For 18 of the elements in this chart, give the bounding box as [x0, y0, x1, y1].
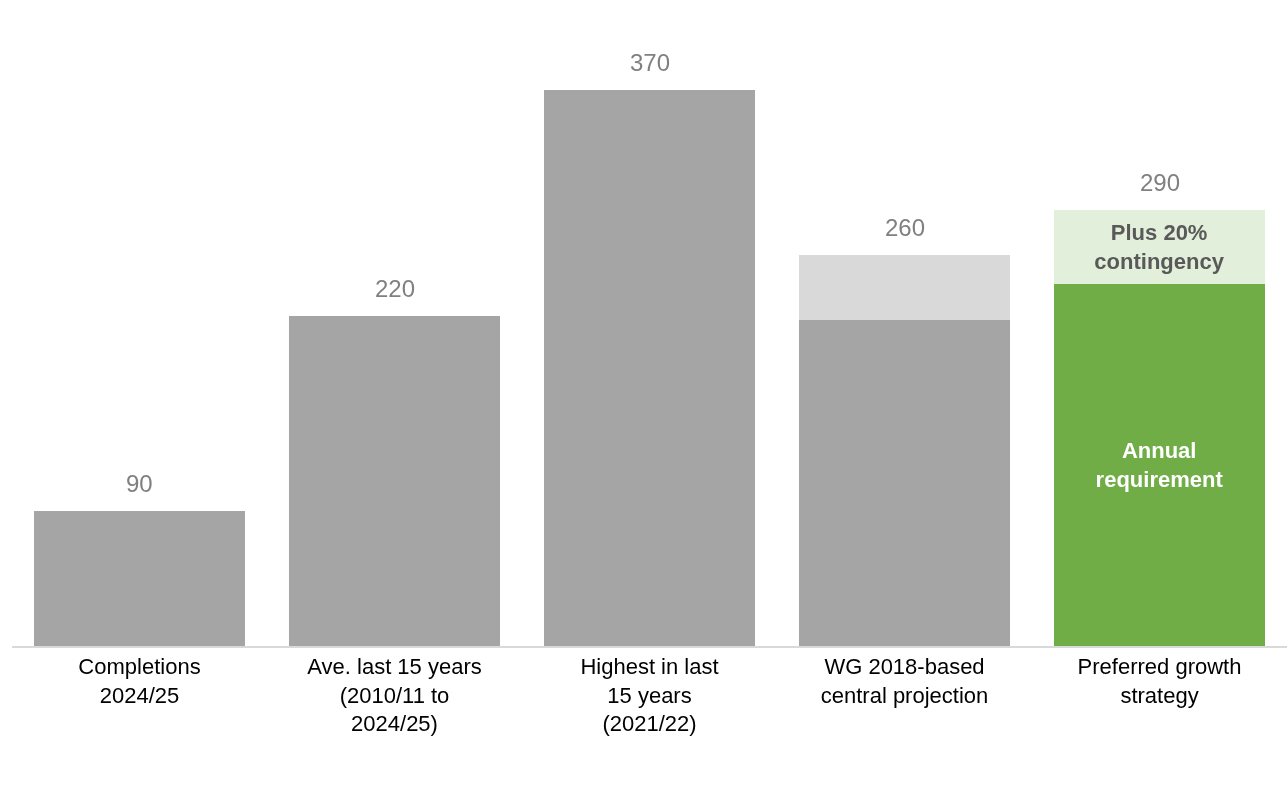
- total-label: 290: [1140, 169, 1181, 196]
- x-tick-label: Completions 2024/25: [78, 654, 201, 708]
- series-label: Plus 20% contingency: [1094, 220, 1225, 275]
- x-tick-label: Ave. last 15 years (2010/11 to 2024/25): [307, 654, 482, 737]
- bar: [33, 510, 246, 646]
- series-label: Annual requirement: [1095, 438, 1224, 492]
- x-tick-label: Preferred growth strategy: [1077, 654, 1242, 708]
- total-label: 260: [885, 214, 926, 241]
- data-label: 90: [126, 470, 153, 497]
- data-label: 220: [375, 275, 416, 302]
- x-tick-label: WG 2018-based central projection: [820, 654, 989, 708]
- bar: [798, 255, 1011, 321]
- data-label: 370: [630, 49, 671, 76]
- x-tick-label: Highest in last 15 years (2021/22): [580, 654, 719, 737]
- bar: [798, 320, 1011, 646]
- bar: [1053, 284, 1266, 646]
- bar: [543, 90, 756, 646]
- bar: [288, 315, 501, 646]
